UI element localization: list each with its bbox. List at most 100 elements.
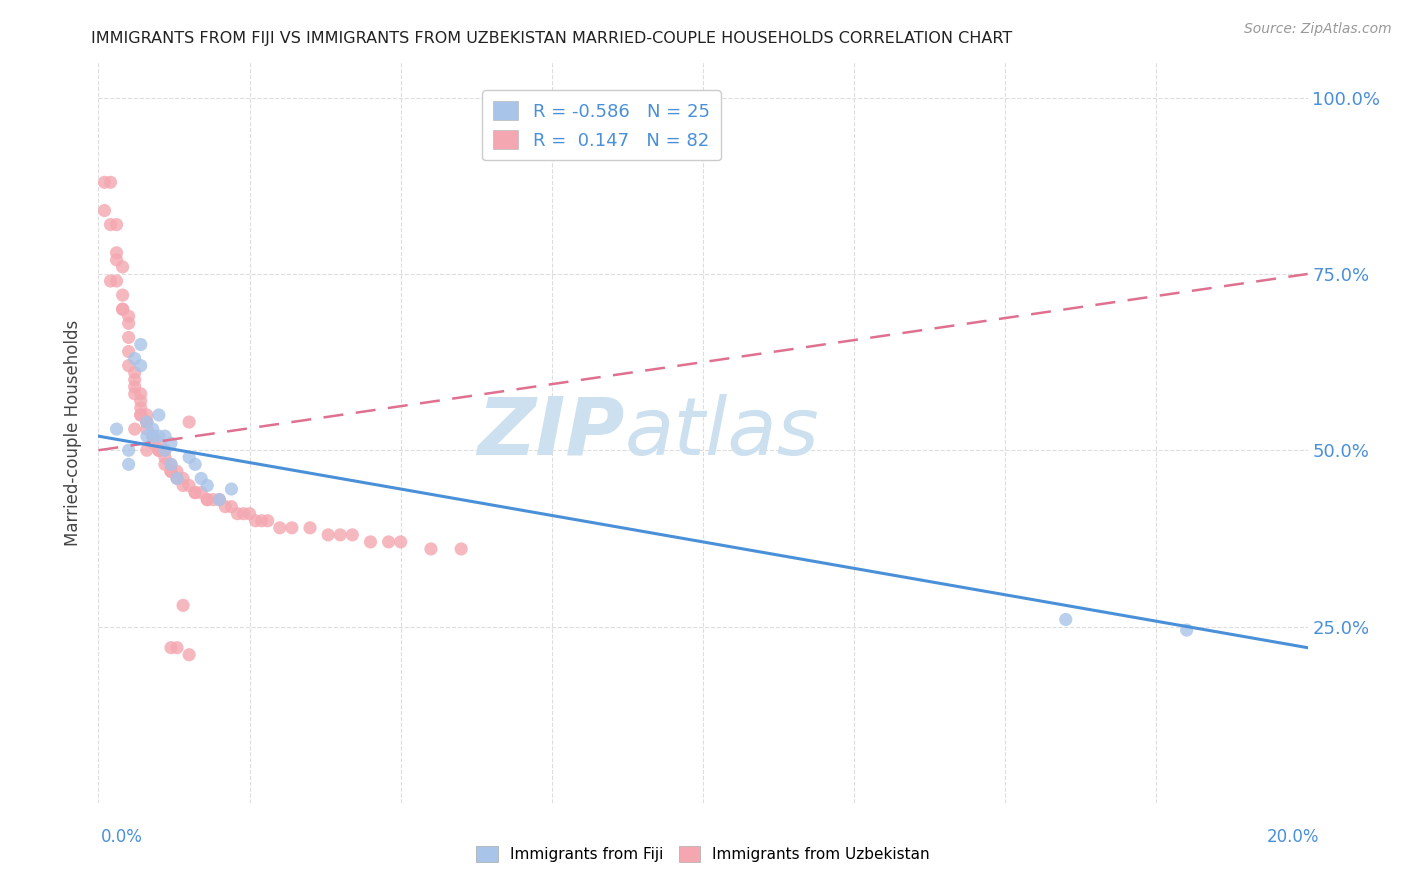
Point xyxy=(389,535,412,549)
Point xyxy=(202,492,225,507)
Point xyxy=(342,528,364,542)
Point xyxy=(1175,623,1198,637)
Point xyxy=(184,485,207,500)
Point xyxy=(111,288,134,302)
Point xyxy=(124,387,146,401)
Point xyxy=(118,344,141,359)
Point xyxy=(214,500,236,514)
Point xyxy=(160,464,183,478)
Point xyxy=(153,443,176,458)
Point xyxy=(166,471,188,485)
Point xyxy=(124,380,146,394)
Point xyxy=(179,415,201,429)
Point xyxy=(172,478,194,492)
Point xyxy=(100,274,122,288)
Point xyxy=(1054,612,1077,626)
Text: Source: ZipAtlas.com: Source: ZipAtlas.com xyxy=(1244,22,1392,37)
Point xyxy=(129,408,152,422)
Point xyxy=(221,482,243,496)
Point xyxy=(184,485,207,500)
Point xyxy=(129,387,152,401)
Point xyxy=(129,401,152,415)
Point xyxy=(208,492,231,507)
Point xyxy=(179,450,201,465)
Point xyxy=(105,252,128,267)
Point xyxy=(299,521,322,535)
Point xyxy=(105,218,128,232)
Point xyxy=(148,443,170,458)
Point xyxy=(190,471,212,485)
Y-axis label: Married-couple Households: Married-couple Households xyxy=(65,319,83,546)
Point xyxy=(420,541,443,556)
Point xyxy=(250,514,273,528)
Point xyxy=(179,478,201,492)
Point xyxy=(100,175,122,189)
Point xyxy=(111,302,134,317)
Point xyxy=(360,535,382,549)
Point xyxy=(142,429,165,443)
Point xyxy=(129,393,152,408)
Point xyxy=(148,408,170,422)
Point xyxy=(135,415,157,429)
Point xyxy=(269,521,291,535)
Point xyxy=(118,310,141,324)
Text: 0.0%: 0.0% xyxy=(101,828,143,846)
Point xyxy=(100,218,122,232)
Text: atlas: atlas xyxy=(624,393,820,472)
Point xyxy=(160,640,183,655)
Legend: Immigrants from Fiji, Immigrants from Uzbekistan: Immigrants from Fiji, Immigrants from Uz… xyxy=(470,840,936,868)
Point xyxy=(135,415,157,429)
Point xyxy=(160,436,183,450)
Point xyxy=(105,422,128,436)
Point xyxy=(129,408,152,422)
Point xyxy=(166,640,188,655)
Point xyxy=(153,429,176,443)
Point xyxy=(118,458,141,472)
Point xyxy=(124,351,146,366)
Point xyxy=(111,260,134,274)
Point xyxy=(179,648,201,662)
Point xyxy=(148,443,170,458)
Point xyxy=(221,500,243,514)
Point xyxy=(124,366,146,380)
Point xyxy=(208,492,231,507)
Point xyxy=(226,507,249,521)
Point xyxy=(105,245,128,260)
Legend: R = -0.586   N = 25, R =  0.147   N = 82: R = -0.586 N = 25, R = 0.147 N = 82 xyxy=(482,90,721,161)
Point xyxy=(93,175,115,189)
Point xyxy=(135,443,157,458)
Point xyxy=(329,528,352,542)
Point xyxy=(239,507,262,521)
Point xyxy=(190,485,212,500)
Point xyxy=(129,359,152,373)
Point xyxy=(160,458,183,472)
Point xyxy=(148,429,170,443)
Point xyxy=(172,599,194,613)
Point xyxy=(232,507,254,521)
Point xyxy=(245,514,267,528)
Point xyxy=(111,302,134,317)
Text: ZIP: ZIP xyxy=(477,393,624,472)
Point xyxy=(118,443,141,458)
Point xyxy=(135,422,157,436)
Point xyxy=(142,429,165,443)
Point xyxy=(195,478,218,492)
Point xyxy=(135,408,157,422)
Point xyxy=(450,541,472,556)
Point xyxy=(118,316,141,330)
Point xyxy=(153,450,176,465)
Point xyxy=(124,373,146,387)
Point xyxy=(281,521,304,535)
Point xyxy=(135,415,157,429)
Point xyxy=(93,203,115,218)
Point xyxy=(142,422,165,436)
Point xyxy=(118,330,141,344)
Point xyxy=(124,422,146,436)
Point xyxy=(135,429,157,443)
Point xyxy=(142,436,165,450)
Point xyxy=(148,443,170,458)
Point xyxy=(153,443,176,458)
Point xyxy=(184,458,207,472)
Point xyxy=(166,464,188,478)
Point xyxy=(160,464,183,478)
